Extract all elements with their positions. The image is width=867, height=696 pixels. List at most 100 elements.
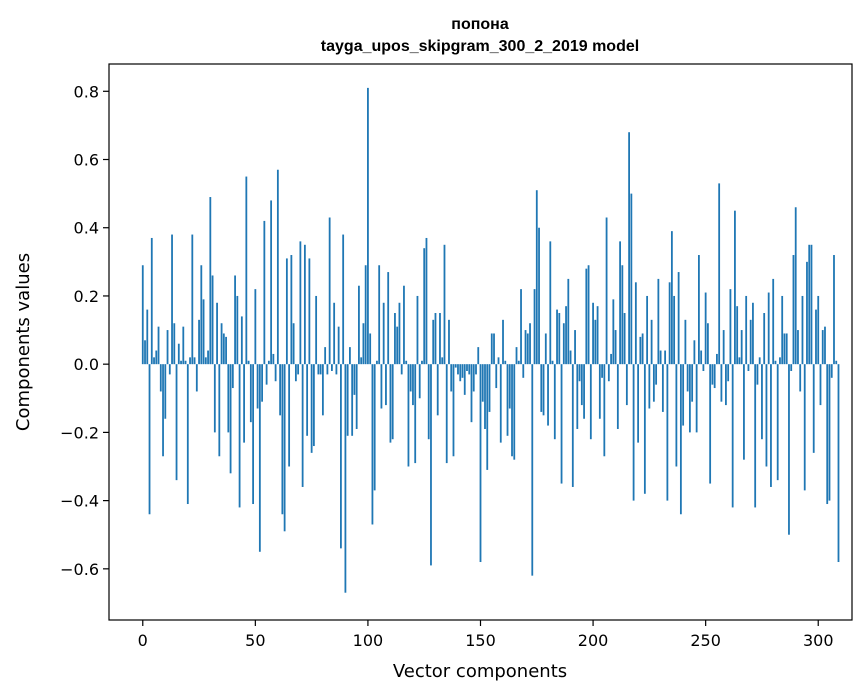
bar-217 [630,193,633,365]
bar-41 [234,275,236,365]
bar-306 [830,364,833,378]
bar-239 [679,364,682,515]
bar-9 [162,364,164,457]
bar-77 [315,295,318,365]
bar-13 [171,234,173,365]
y-tick-label: 0.0 [74,355,99,374]
bar-11 [166,330,169,365]
bar-183 [553,364,556,440]
bar-214 [623,313,626,365]
bar-228 [655,364,658,385]
bar-247 [698,255,700,365]
bar-126 [425,237,428,365]
bar-211 [616,364,619,429]
bar-140 [457,364,459,375]
bar-160 [502,319,504,365]
bar-201 [594,319,597,365]
bar-107 [382,302,385,365]
bar-209 [612,299,615,365]
bar-85 [333,302,336,365]
bar-152 [484,364,486,429]
bar-88 [340,364,342,549]
bar-40 [231,364,234,389]
bar-35 [220,323,223,365]
bar-276 [763,313,766,365]
bar-141 [459,364,462,382]
bar-165 [513,364,516,460]
bar-184 [556,309,558,365]
bar-162 [506,364,509,436]
bar-275 [761,364,763,440]
bar-215 [625,364,628,406]
bar-14 [173,323,176,365]
bar-30 [209,197,212,365]
x-tick-label: 0 [138,631,148,650]
bar-81 [324,347,327,365]
bar-309 [837,364,840,563]
bar-125 [423,248,426,365]
bar-25 [198,319,200,365]
bar-210 [614,330,617,365]
bar-226 [650,319,653,365]
bar-204 [601,364,603,378]
bar-164 [511,364,513,457]
bar-82 [326,364,329,375]
bar-75 [310,364,313,453]
bar-176 [538,227,540,365]
bar-10 [164,364,167,419]
chart-title-line-2: tayga_upos_skipgram_300_2_2019 model [321,38,639,55]
bar-250 [704,292,707,365]
bar-57 [270,200,273,365]
bar-173 [531,364,534,576]
bar-235 [670,231,673,365]
bar-108 [385,364,387,406]
bar-59 [274,364,277,382]
bar-100 [367,87,369,365]
bar-222 [641,333,644,365]
bar-227 [652,364,655,402]
bar-283 [779,357,781,365]
bar-203 [598,364,601,419]
x-tick-label: 300 [803,631,834,650]
bar-2 [146,309,149,365]
bar-158 [497,357,500,365]
bar-180 [547,364,549,426]
bar-45 [243,364,245,443]
y-tick-label: −0.4 [60,492,99,511]
bar-21 [189,357,191,365]
bar-171 [526,333,529,365]
bar-60 [276,169,279,365]
bar-42 [236,295,239,365]
bar-233 [666,364,669,501]
bar-1 [144,340,146,365]
bar-255 [716,353,718,365]
bar-79 [319,364,322,375]
bar-161 [504,360,507,365]
bar-229 [657,278,660,365]
bar-169 [522,364,525,378]
bar-66 [290,255,293,365]
bar-207 [607,364,610,382]
bar-286 [785,333,788,365]
bar-260 [727,364,730,382]
bar-148 [475,364,477,375]
bar-154 [488,364,491,412]
bar-234 [668,282,671,365]
bar-224 [646,295,649,365]
bar-6 [155,350,158,365]
bar-281 [774,360,777,365]
bar-18 [182,326,185,365]
bar-290 [794,207,797,365]
bar-189 [567,278,570,365]
bar-37 [225,336,227,365]
bar-223 [643,364,646,494]
bar-192 [574,330,576,365]
bar-74 [308,258,311,365]
bar-136 [448,319,450,365]
bar-95 [355,364,358,429]
bar-64 [285,258,288,365]
bar-266 [740,330,743,365]
bar-186 [560,364,563,484]
bar-257 [720,364,723,402]
bar-139 [454,364,457,368]
